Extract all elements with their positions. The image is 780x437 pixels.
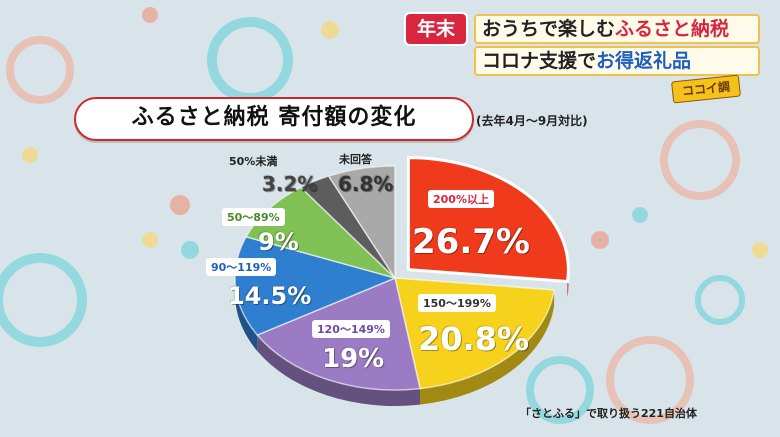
banner-headline-2-plain: コロナ支援で bbox=[482, 50, 597, 72]
slice-value-label: 14.5% bbox=[228, 282, 312, 310]
slice-category-label: 50%未満 bbox=[229, 155, 278, 168]
source-note: 「さとふる」で取り扱う221自治体 bbox=[520, 407, 697, 420]
banner-headline-2: コロナ支援でお得返礼品 bbox=[474, 46, 760, 76]
slice-category-label: 200%以上 bbox=[428, 190, 494, 208]
slice-value-label: 6.8% bbox=[338, 172, 394, 196]
banner-headline-2-accent: お得返礼品 bbox=[596, 50, 692, 72]
slice-category-label: 150～199% bbox=[418, 294, 496, 312]
pie-slice-side-2 bbox=[257, 335, 421, 406]
banner-headline-1-accent: ふるさと納税 bbox=[615, 18, 730, 40]
pie-slice-0 bbox=[406, 156, 570, 284]
slice-category-label: 50～89% bbox=[222, 208, 285, 226]
slice-value-label: 9% bbox=[258, 228, 299, 256]
slice-value-label: 26.7% bbox=[412, 222, 530, 262]
pie-slice-side-3 bbox=[235, 236, 258, 352]
pie-slice-side-1 bbox=[420, 289, 555, 405]
banner-headline-1: おうちで楽しむふるさと納税 bbox=[474, 14, 760, 44]
slice-value-label: 20.8% bbox=[418, 320, 530, 358]
chart-title: ふるさと納税 寄付額の変化 bbox=[74, 97, 474, 141]
slice-category-label: 未回答 bbox=[339, 153, 372, 166]
slice-value-label: 19% bbox=[322, 344, 385, 374]
slice-category-label: 120～149% bbox=[312, 320, 390, 338]
chart-subtitle: (去年4月～9月対比) bbox=[476, 114, 588, 128]
banner-headline-1-plain: おうちで楽しむ bbox=[482, 18, 616, 40]
year-end-tag: 年末 bbox=[406, 14, 466, 44]
news-banner: 年末 おうちで楽しむふるさと納税 コロナ支援でお得返礼品 bbox=[402, 12, 762, 76]
slice-value-label: 3.2% bbox=[262, 172, 318, 196]
pie-slice-6 bbox=[327, 165, 396, 281]
slice-category-label: 90～119% bbox=[206, 258, 277, 276]
